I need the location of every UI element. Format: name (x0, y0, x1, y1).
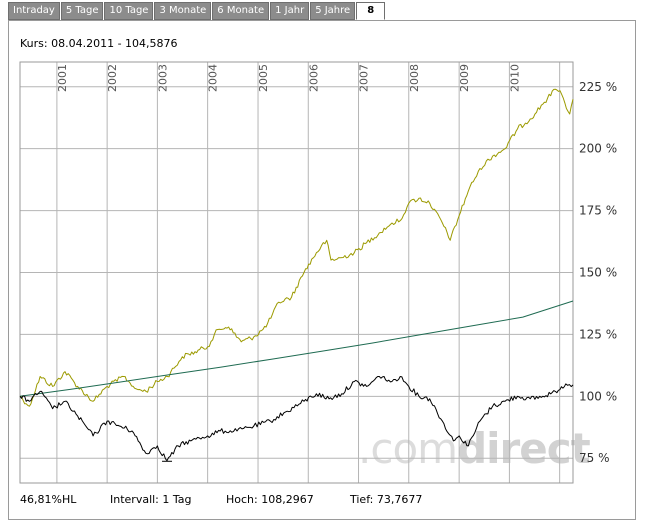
tab-intraday[interactable]: Intraday (8, 2, 60, 20)
series-line-1 (19, 88, 574, 407)
tab-6-monate[interactable]: 6 Monate (212, 2, 270, 20)
chart-panel (8, 20, 636, 520)
tab-1-jahr[interactable]: 1 Jahr (270, 2, 310, 20)
watermark-light: .com (358, 424, 458, 473)
x-tick-label: 2006 (307, 64, 320, 92)
footer-hl: 46,81%HL (20, 493, 77, 506)
y-tick-label: 75 % (579, 451, 610, 465)
x-tick-label: 2005 (257, 64, 270, 92)
series-line-2 (19, 300, 574, 397)
kurs-label: Kurs: 08.04.2011 - 104,5876 (20, 37, 178, 50)
period-tabs: Intraday 5 Tage 10 Tage 3 Monate 6 Monat… (8, 2, 386, 20)
footer-tief: Tief: 73,7677 (350, 493, 423, 506)
footer-intervall: Intervall: 1 Tag (110, 493, 192, 506)
tab-5-jahre[interactable]: 5 Jahre (310, 2, 356, 20)
x-tick-label: 2007 (358, 64, 371, 92)
tab-3-monate[interactable]: 3 Monate (154, 2, 212, 20)
tab-10-tage[interactable]: 10 Tage (104, 2, 154, 20)
x-tick-label: 2003 (156, 64, 169, 92)
y-tick-label: 150 % (579, 266, 617, 280)
plot-area (19, 61, 574, 484)
y-tick-label: 200 % (579, 142, 617, 156)
footer-hoch: Hoch: 108,2967 (226, 493, 314, 506)
y-tick-label: 100 % (579, 389, 617, 403)
x-tick-label: 2009 (458, 64, 471, 92)
watermark-bold: direct (457, 424, 591, 473)
x-tick-label: 2008 (408, 64, 421, 92)
x-tick-label: 2001 (56, 64, 69, 92)
comdirect-watermark: .comdirect (358, 424, 591, 473)
x-tick-label: 2004 (207, 64, 220, 92)
y-tick-label: 175 % (579, 204, 617, 218)
tab-max[interactable]: 8 (356, 2, 386, 20)
y-tick-label: 225 % (579, 80, 617, 94)
x-tick-label: 2002 (106, 64, 119, 92)
tab-5-tage[interactable]: 5 Tage (60, 2, 104, 20)
series-line-3 (19, 376, 574, 462)
y-tick-label: 125 % (579, 327, 617, 341)
x-tick-label: 2010 (508, 64, 521, 92)
